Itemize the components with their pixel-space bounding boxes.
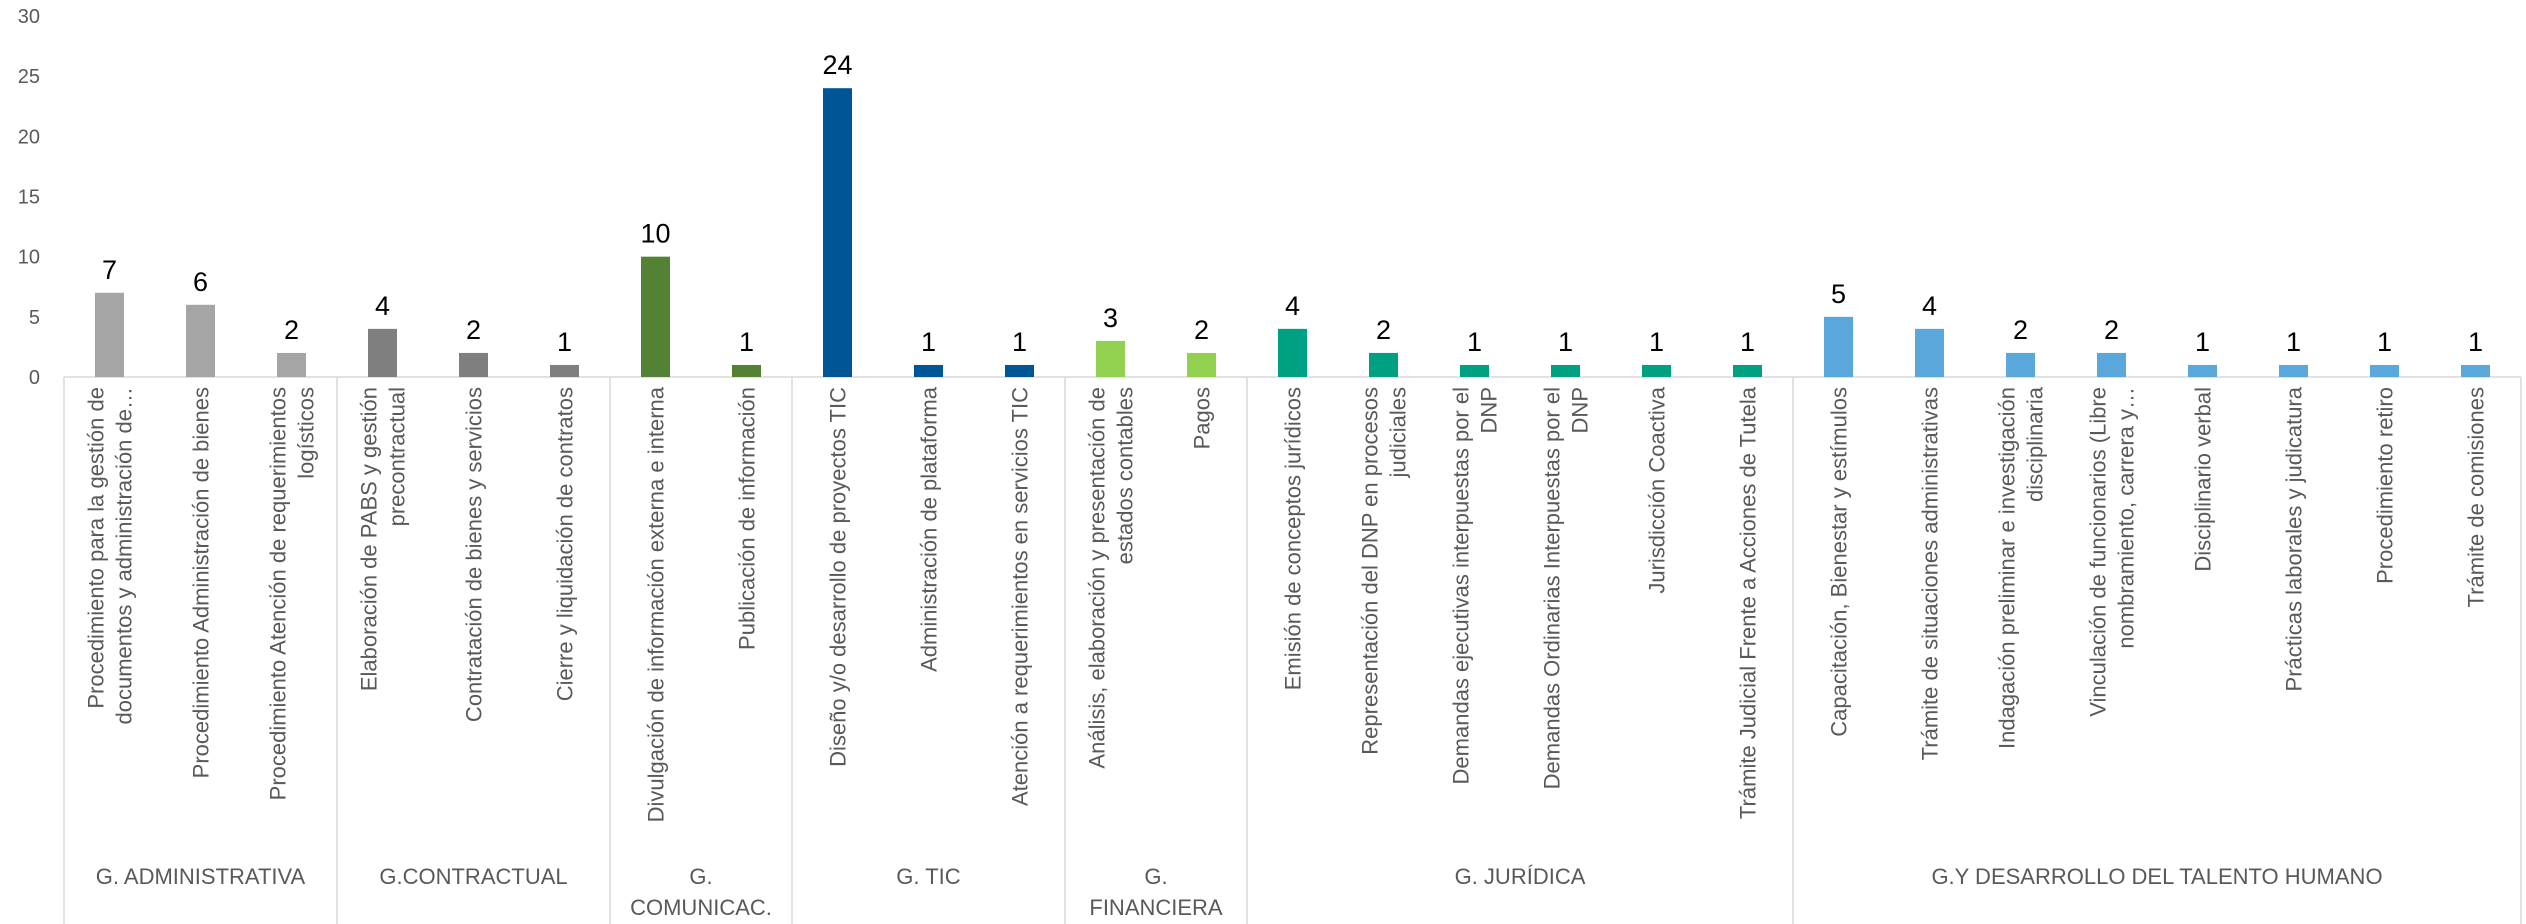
data-label: 2 xyxy=(466,315,481,345)
data-label: 1 xyxy=(2377,327,2392,357)
data-label: 1 xyxy=(739,327,754,357)
bar xyxy=(1642,364,1671,377)
data-label: 5 xyxy=(1831,279,1846,309)
data-label: 1 xyxy=(1649,327,1664,357)
y-tick-label: 25 xyxy=(18,66,40,88)
x-tick-label: Trámite Judicial Frente a Acciones de Tu… xyxy=(1736,386,1761,819)
data-label: 1 xyxy=(1558,327,1573,357)
bar xyxy=(368,328,397,377)
group-label: G. FINANCIERA xyxy=(1089,864,1223,920)
data-label: 2 xyxy=(1376,315,1391,345)
data-label: 4 xyxy=(1285,291,1300,321)
bar xyxy=(1096,340,1125,377)
x-tick-label: Capacitación, Bienestar y estímulos xyxy=(1827,387,1852,737)
x-tick-label: Trámite de situaciones administrativas xyxy=(1918,387,1943,760)
x-tick-label: Procedimiento para la gestión de document… xyxy=(84,387,137,725)
group-label: G.CONTRACTUAL xyxy=(379,864,567,889)
data-label: 3 xyxy=(1103,303,1118,333)
data-label: 1 xyxy=(557,327,572,357)
bar xyxy=(1460,364,1489,377)
data-label: 1 xyxy=(921,327,936,357)
bar xyxy=(2279,364,2308,377)
y-tick-label: 5 xyxy=(29,307,40,329)
x-tick-label: Trámite de comisiones xyxy=(2464,387,2489,607)
x-tick-label: Elaboración de PABS y gestión precontract… xyxy=(357,387,410,691)
x-tick-label: Emisión de conceptos jurídicos xyxy=(1281,387,1306,690)
x-tick-label: Análisis, elaboración y presentación de e… xyxy=(1085,387,1138,769)
y-tick-label: 30 xyxy=(18,6,40,28)
y-tick-label: 20 xyxy=(18,126,40,148)
group-label: G. ADMINISTRATIVA xyxy=(96,864,306,889)
x-tick-label: Demandas Ordinarias Interpuestas por el D… xyxy=(1540,387,1593,789)
x-tick-label: Divulgación de información externa e int… xyxy=(644,386,669,822)
x-tick-label: Prácticas laborales y judicatura xyxy=(2282,386,2307,691)
bar xyxy=(914,364,943,377)
bar xyxy=(186,304,215,377)
group-label: G. TIC xyxy=(896,864,960,889)
x-tick-label: Atención a requerimientos en servicios T… xyxy=(1008,387,1033,806)
y-tick-label: 15 xyxy=(18,187,40,209)
data-label: 10 xyxy=(640,219,670,249)
data-label: 24 xyxy=(822,50,852,80)
data-label: 1 xyxy=(1740,327,1755,357)
bar xyxy=(2370,364,2399,377)
bar xyxy=(641,256,670,377)
bar xyxy=(2461,364,2490,377)
bar xyxy=(2006,352,2035,377)
x-tick-label: Cierre y liquidación de contratos xyxy=(553,387,578,701)
x-tick-label: Disciplinario verbal xyxy=(2191,387,2216,572)
data-label: 1 xyxy=(2468,327,2483,357)
data-label: 2 xyxy=(1194,315,1209,345)
bar xyxy=(459,352,488,377)
data-label: 2 xyxy=(284,315,299,345)
bar xyxy=(732,364,761,377)
x-tick-label: Procedimiento Atención de requerimientos… xyxy=(266,387,319,800)
bar xyxy=(550,364,579,377)
bar xyxy=(95,292,124,377)
x-tick-label: Vinculación de funcionarios (Libre nombra… xyxy=(2086,387,2139,717)
bar xyxy=(277,352,306,377)
bar xyxy=(1733,364,1762,377)
bar xyxy=(1005,364,1034,377)
y-tick-label: 0 xyxy=(29,367,40,389)
group-label: G. JURÍDICA xyxy=(1455,864,1586,889)
bar xyxy=(1278,328,1307,377)
bar xyxy=(823,88,852,377)
data-label: 1 xyxy=(1012,327,1027,357)
bar xyxy=(1551,364,1580,377)
x-tick-label: Procedimiento retiro xyxy=(2373,387,2398,584)
bar xyxy=(2188,364,2217,377)
data-label: 4 xyxy=(1922,291,1937,321)
x-tick-label: Administración de plataforma xyxy=(917,386,942,672)
data-label: 6 xyxy=(193,267,208,297)
data-label: 1 xyxy=(2286,327,2301,357)
x-tick-label: Contratación de bienes y servicios xyxy=(462,387,487,722)
bar xyxy=(1187,352,1216,377)
group-label: G. COMUNICAC. xyxy=(630,864,772,920)
x-tick-label: Pagos xyxy=(1190,387,1215,449)
bar xyxy=(1915,328,1944,377)
data-label: 2 xyxy=(2104,315,2119,345)
bar xyxy=(1824,316,1853,377)
x-tick-label: Procedimiento Administración de bienes xyxy=(189,387,214,778)
bar xyxy=(1369,352,1398,377)
x-tick-label: Demandas ejecutivas interpuestas por el D… xyxy=(1449,387,1502,784)
x-tick-label: Publicación de información xyxy=(735,387,760,650)
bar xyxy=(2097,352,2126,377)
y-tick-label: 10 xyxy=(18,247,40,269)
x-tick-label: Representación del DNP en procesos judici… xyxy=(1358,387,1411,755)
data-label: 7 xyxy=(102,255,117,285)
data-label: 1 xyxy=(2195,327,2210,357)
data-label: 1 xyxy=(1467,327,1482,357)
x-tick-label: Indagación preliminar e investigación dis… xyxy=(1995,386,2048,749)
x-tick-label: Diseño y/o desarrollo de proyectos TIC xyxy=(826,387,851,767)
data-label: 4 xyxy=(375,291,390,321)
x-tick-label: Jurisdicción Coactiva xyxy=(1645,386,1670,593)
data-label: 2 xyxy=(2013,315,2028,345)
group-label: G.Y DESARROLLO DEL TALENTO HUMANO xyxy=(1931,864,2382,889)
